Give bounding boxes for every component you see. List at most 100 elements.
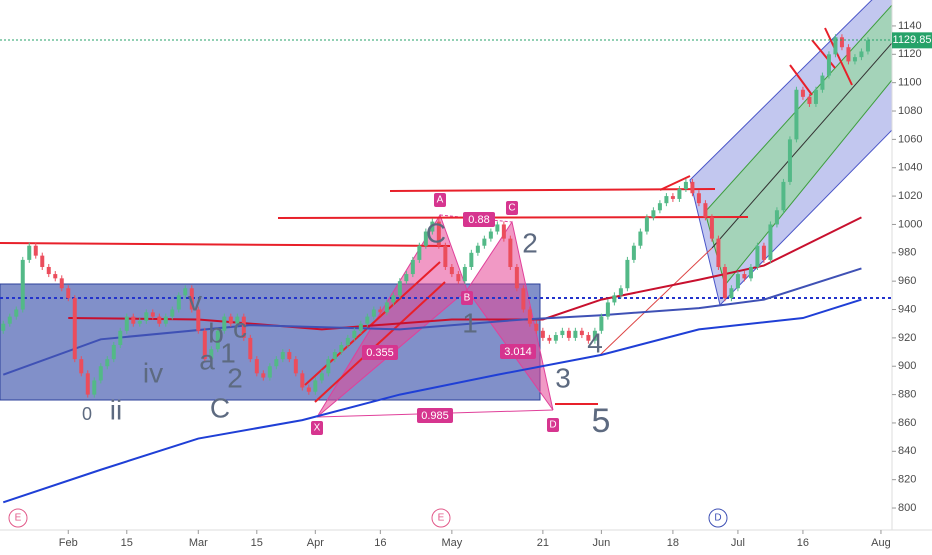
candle <box>27 245 32 260</box>
candle <box>644 217 649 232</box>
candle <box>66 288 71 299</box>
candle <box>150 312 155 317</box>
wave-label: 2 <box>227 362 243 393</box>
candle <box>111 344 116 360</box>
hash-mark <box>789 64 813 96</box>
candle <box>456 274 461 282</box>
marks <box>1 34 870 504</box>
event-label: D <box>714 513 721 524</box>
candle <box>742 274 747 279</box>
candle <box>40 255 45 267</box>
candle <box>482 238 487 246</box>
ratio-tag <box>362 345 398 360</box>
candle <box>358 323 363 331</box>
candle <box>586 335 591 341</box>
candle <box>664 196 669 204</box>
candle <box>33 245 38 256</box>
plot-area <box>0 0 893 418</box>
point-label: C <box>508 203 515 214</box>
x-tick-label: Aug <box>871 537 891 549</box>
candle <box>501 224 506 239</box>
ratio-label: 3.014 <box>504 346 532 358</box>
candle <box>865 40 870 52</box>
candle <box>722 266 727 299</box>
candle <box>404 274 409 282</box>
x-tick-label: 16 <box>374 537 386 549</box>
candle <box>267 366 272 378</box>
x-tick-label: May <box>441 537 462 549</box>
resistance-line <box>0 242 451 247</box>
candle <box>781 181 786 211</box>
y-tick-label: 1040 <box>898 162 922 174</box>
candle <box>196 309 201 331</box>
wave-label: C <box>426 217 446 248</box>
candle <box>248 337 253 360</box>
candle <box>488 231 493 239</box>
y-tick-label: 1140 <box>898 20 922 32</box>
candle <box>371 309 376 317</box>
candle <box>397 281 402 296</box>
candle <box>625 259 630 289</box>
ratio-label: 0.88 <box>468 214 489 226</box>
candle <box>514 266 519 289</box>
candle <box>384 302 389 313</box>
candle <box>833 37 838 55</box>
event-marker[interactable] <box>431 508 451 528</box>
x-tick-label: Feb <box>59 537 78 549</box>
wave-label: a <box>199 344 215 375</box>
x-tick-label: 15 <box>121 537 133 549</box>
ratio-label: 0.355 <box>366 347 394 359</box>
candle <box>657 203 662 211</box>
candle <box>228 316 233 324</box>
candle <box>560 330 565 336</box>
candle <box>365 316 370 324</box>
candle <box>261 373 266 378</box>
candle <box>638 231 643 246</box>
candle <box>599 316 604 331</box>
y-tick-label: 840 <box>898 445 916 457</box>
candle <box>241 316 246 338</box>
candle <box>352 330 357 338</box>
candle <box>527 309 532 324</box>
candle <box>280 352 285 360</box>
candle <box>462 266 467 282</box>
candle <box>631 245 636 260</box>
point-tag <box>461 291 473 305</box>
candle <box>852 57 857 62</box>
candle <box>820 75 825 90</box>
candle <box>313 380 318 392</box>
point-label: B <box>464 293 471 304</box>
candle <box>540 330 545 338</box>
candle <box>521 288 526 310</box>
y-tick-label: 1080 <box>898 105 922 117</box>
axes: 8008208408608809009209409609801000102010… <box>59 20 932 549</box>
hash-mark <box>811 39 836 69</box>
candle <box>345 337 350 345</box>
candle <box>813 89 818 104</box>
candle <box>92 380 97 395</box>
candle <box>475 245 480 253</box>
candle <box>735 274 740 289</box>
y-tick-label: 1000 <box>898 218 922 230</box>
point-label: X <box>314 423 321 434</box>
wave-label: 4 <box>587 327 603 358</box>
moving-average <box>2 267 862 376</box>
candle <box>716 238 721 267</box>
last-price-label: 1129.85 <box>893 34 932 46</box>
event-marker[interactable] <box>8 508 28 528</box>
ratio-tag <box>500 344 536 359</box>
y-tick-label: 980 <box>898 247 916 259</box>
wave-label: iv <box>143 357 163 388</box>
candle <box>20 259 25 310</box>
y-tick-label: 1020 <box>898 190 922 202</box>
wave-label: C <box>210 392 230 423</box>
y-tick-label: 1060 <box>898 133 922 145</box>
candle <box>417 245 422 260</box>
candle <box>846 47 851 62</box>
candle <box>300 373 305 388</box>
candle <box>768 224 773 260</box>
event-marker[interactable] <box>708 508 728 528</box>
candle <box>677 189 682 199</box>
candle <box>553 335 558 341</box>
